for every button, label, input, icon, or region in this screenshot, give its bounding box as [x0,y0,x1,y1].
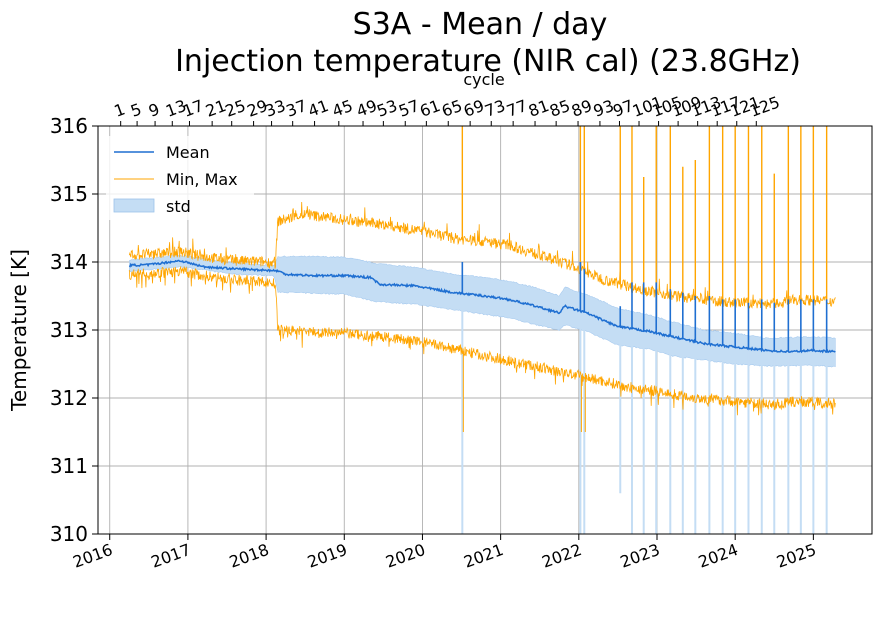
x-tick-label: 2017 [149,540,194,572]
y-tick-label: 314 [50,250,88,274]
cycle-tick-label: 69 [461,96,487,121]
chart-title: S3A - Mean / day [353,7,608,42]
cycle-tick-label: 81 [526,96,552,121]
legend-minmax-label: Min, Max [166,170,238,189]
x-tick-label: 2021 [461,540,506,572]
min-line [128,265,836,416]
y-tick-label: 312 [50,386,88,410]
cycle-tick-label: 85 [547,96,573,121]
cycle-tick-label: 65 [439,96,465,121]
cycle-tick-label: 17 [180,96,206,121]
cycle-tick-label: 33 [262,96,288,121]
cycle-tick-label: 61 [417,96,443,121]
min-max-group [128,126,836,432]
x-tick-label: 2024 [696,540,741,572]
cycle-tick-label: 89 [569,96,595,121]
mean-group [128,259,836,354]
x-tick-label: 2025 [774,540,819,572]
mean-line [128,259,836,354]
cycle-tick-label: 57 [396,96,422,121]
x-tick-label: 2018 [227,540,272,572]
cycle-tick-label: 53 [374,96,400,121]
cycle-tick-label: 37 [284,96,310,121]
cycle-tick-label: 5 [128,99,144,120]
y-axis-label: Temperature [K] [7,249,31,412]
legend: Mean Min, Max std [106,136,254,220]
y-tick-label: 316 [50,114,88,138]
cycle-tick-label: 9 [146,99,162,120]
x-tick-label: 2020 [383,540,428,572]
cycle-tick-label: 77 [504,96,530,121]
x-tick-label: 2019 [305,540,350,572]
max-line [128,201,836,310]
chart-subtitle: Injection temperature (NIR cal) (23.8GHz… [175,44,801,79]
spikes-group [461,293,828,534]
x-axis: 2016 2017 2018 2019 2020 2021 2022 2023 2024 2025 [70,534,819,572]
legend-mean-label: Mean [166,143,210,162]
y-tick-label: 311 [50,454,88,478]
legend-std-label: std [166,197,191,216]
top-axis-label: cycle [463,70,504,89]
top-axis: 1 5 9 1317212529333741454953576165697377818… [112,92,782,126]
cycle-tick-label: 41 [305,96,331,121]
std-band [129,254,836,368]
cycle-tick-label: 73 [482,96,508,121]
cycle-tick-label: 1 [112,99,128,120]
x-tick-label: 2022 [539,540,584,572]
x-tick-label: 2023 [618,540,663,572]
y-tick-label: 310 [50,522,88,546]
cycle-tick-label: 25 [223,96,249,121]
y-tick-label: 313 [50,318,88,342]
legend-std-swatch [113,198,155,213]
std-band-group [129,254,836,368]
y-axis: 310 311 312 313 314 315 316 [50,114,98,546]
y-tick-label: 315 [50,182,88,206]
cycle-tick-label: 45 [330,96,356,121]
